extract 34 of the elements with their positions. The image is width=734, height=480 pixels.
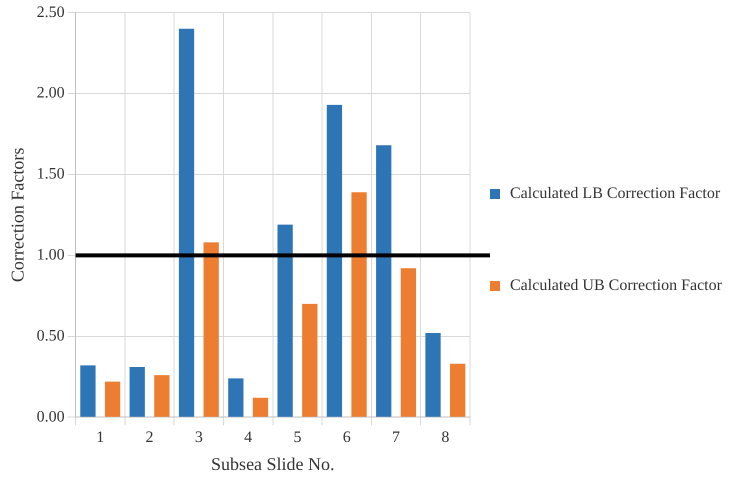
bar — [104, 382, 120, 417]
legend-label: Calculated LB Correction Factor — [510, 184, 720, 204]
x-tick-label: 1 — [96, 429, 104, 446]
y-tick-label: 2.00 — [36, 84, 65, 102]
bar — [252, 398, 268, 417]
bar — [400, 268, 416, 417]
x-tick-label: 4 — [244, 429, 252, 446]
bar — [302, 304, 318, 417]
y-tick-label: 0.50 — [36, 327, 65, 344]
bar — [154, 375, 170, 417]
bar — [277, 224, 293, 417]
x-tick-label: 2 — [146, 429, 154, 446]
legend-label: Calculated UB Correction Factor — [510, 276, 722, 296]
x-tick-label: 3 — [194, 429, 203, 446]
y-tick-label: 2.50 — [36, 4, 65, 21]
y-tick-label: 1.50 — [36, 166, 65, 183]
x-tick-label: 7 — [392, 429, 400, 446]
bar — [130, 367, 145, 417]
bar — [376, 145, 392, 417]
bar — [351, 192, 367, 417]
bar — [204, 242, 219, 417]
bar — [80, 365, 96, 417]
bar — [425, 333, 441, 417]
y-axis-title: Correction Factors — [8, 148, 28, 282]
x-tick-label: 6 — [342, 429, 351, 446]
x-tick-label: 5 — [293, 429, 302, 446]
x-tick-label: 8 — [441, 429, 450, 446]
x-axis-title: Subsea Slide No. — [211, 454, 335, 474]
bar — [450, 364, 466, 417]
y-tick-label: 1.00 — [36, 246, 65, 264]
y-tick-label: 0.00 — [36, 408, 65, 426]
bar — [228, 378, 244, 417]
bar — [326, 104, 342, 417]
bar — [178, 28, 194, 417]
